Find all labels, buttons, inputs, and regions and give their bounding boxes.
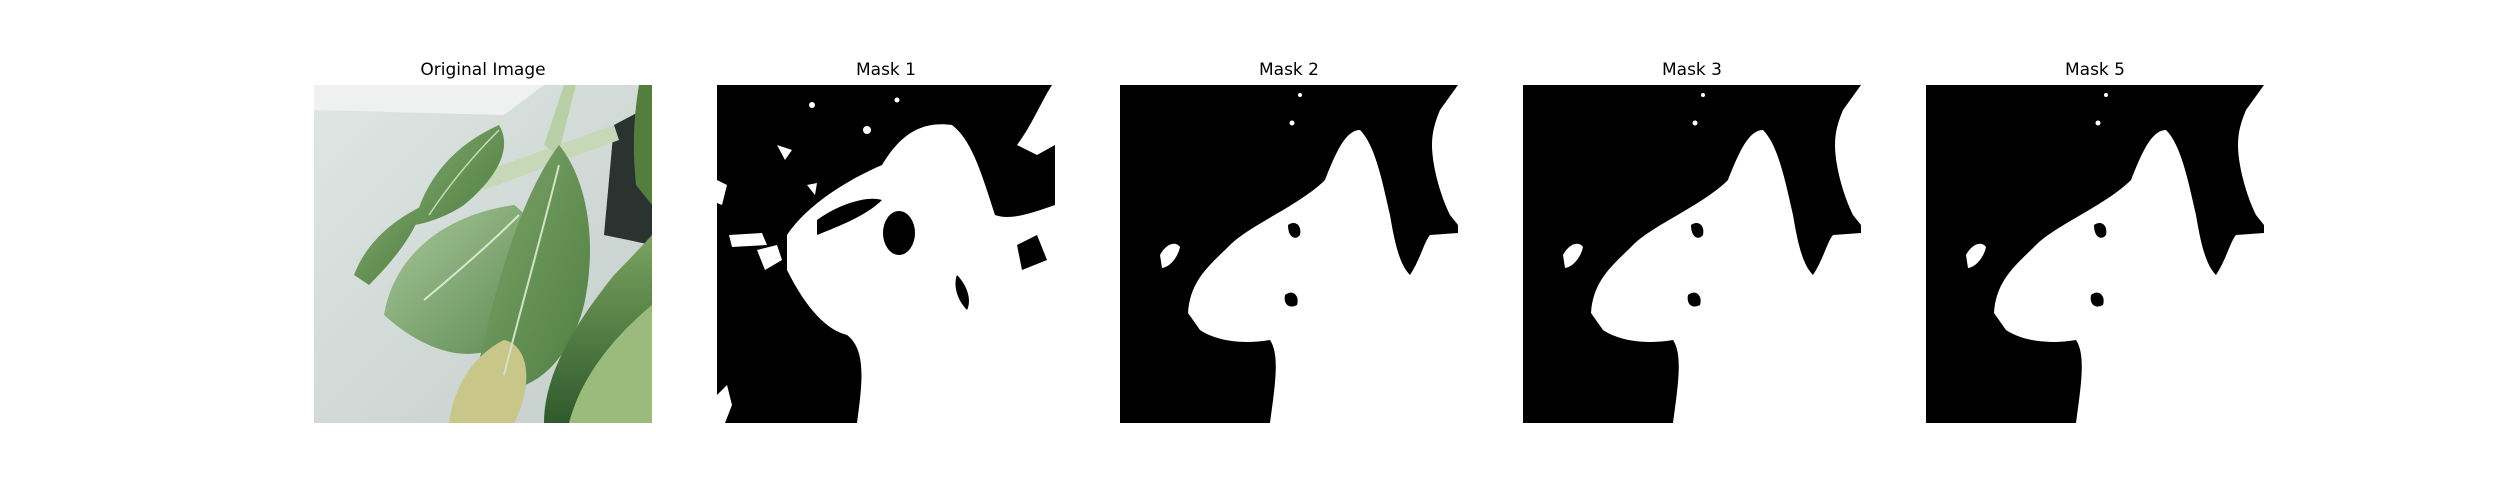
mask-1-image — [717, 85, 1055, 423]
panel-title: Mask 3 — [1661, 60, 1722, 80]
panel-title: Original Image — [420, 60, 546, 80]
mask-2-image — [1120, 85, 1458, 423]
mask-5-image — [1926, 85, 2264, 423]
mask-3-image — [1523, 85, 1861, 423]
panel-title: Mask 5 — [2064, 60, 2125, 80]
original-image — [314, 85, 652, 423]
panel-title: Mask 1 — [855, 60, 916, 80]
panel-title: Mask 2 — [1258, 60, 1319, 80]
